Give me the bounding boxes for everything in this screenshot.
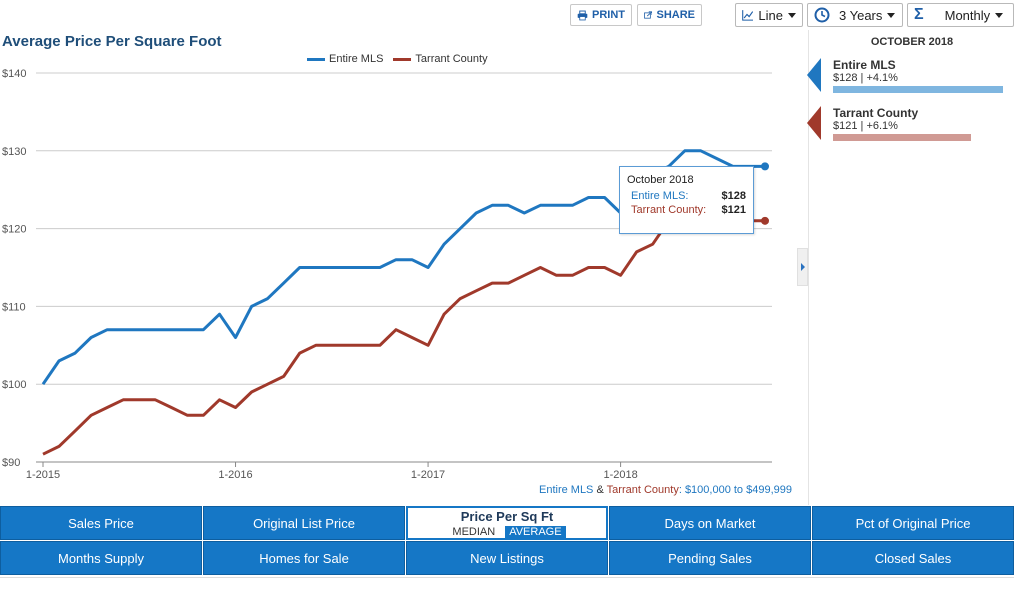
printer-icon — [577, 10, 588, 20]
page-divider — [0, 577, 1014, 578]
panel-toggle-button[interactable] — [797, 248, 808, 286]
series-end-point-tarrant — [761, 216, 769, 225]
share-label: SHARE — [656, 9, 695, 21]
interval-value: Monthly — [944, 7, 991, 23]
share-button[interactable]: SHARE — [637, 4, 702, 26]
chart-type-dropdown[interactable]: Line — [735, 3, 803, 27]
stat-tarrant-name: Tarrant County — [833, 106, 919, 120]
series-line-tarrant — [42, 211, 765, 456]
series-end-point-mls — [761, 162, 769, 171]
x-tick-label: 1-2018 — [603, 469, 637, 481]
chart-tooltip: October 2018 Entire MLS: $128 Tarrant Co… — [619, 166, 754, 234]
chevron-right-icon — [800, 263, 805, 271]
tooltip-row-tarrant: Tarrant County: $121 — [627, 204, 746, 216]
stat-tarrant-bar — [833, 134, 971, 141]
y-tick-label: $90 — [2, 457, 20, 469]
line-chart: $90 $100 $110 $120 $130 $140 1-2015 1-2016 1-201… — [2, 68, 772, 481]
x-tick-label: 1-2016 — [218, 469, 252, 481]
tab-homes-for-sale[interactable]: Homes for Sale — [203, 541, 405, 575]
print-label: PRINT — [592, 9, 625, 21]
tab-original-list-price[interactable]: Original List Price — [203, 506, 405, 540]
chevron-down-icon — [788, 12, 796, 18]
tooltip-mls-value: $128 — [721, 190, 746, 202]
mode-median[interactable]: MEDIAN — [452, 525, 496, 538]
tooltip-tarrant-label: Tarrant County: — [631, 204, 707, 216]
y-tick-label: $100 — [2, 379, 26, 391]
chart-title: Average Price Per Square Foot — [2, 33, 222, 50]
stat-tarrant[interactable]: Tarrant County $121 | +6.1% — [807, 106, 1007, 141]
tooltip-tarrant-value: $121 — [721, 204, 746, 216]
range-value: 3 Years — [839, 7, 883, 23]
flag-icon — [807, 58, 821, 92]
share-icon — [644, 11, 653, 19]
note-amp: & — [593, 484, 607, 496]
y-tick-label: $110 — [2, 301, 26, 313]
sigma-icon: Σ — [914, 6, 924, 23]
y-tick-label: $120 — [2, 224, 26, 236]
y-tick-label: $140 — [2, 68, 26, 80]
tooltip-title: October 2018 — [627, 174, 694, 186]
tab-pending-sales[interactable]: Pending Sales — [609, 541, 811, 575]
legend-swatch-mls — [307, 57, 325, 61]
chevron-down-icon — [995, 12, 1004, 18]
x-tick-label: 1-2015 — [26, 469, 60, 481]
range-dropdown[interactable]: 3 Years — [807, 3, 903, 27]
tab-new-listings[interactable]: New Listings — [406, 541, 608, 575]
tab-sales-price[interactable]: Sales Price — [0, 506, 202, 540]
clock-icon — [814, 7, 830, 23]
tooltip-row-mls: Entire MLS: $128 — [627, 190, 746, 202]
tab-price-per-sq-ft-label: Price Per Sq Ft — [460, 508, 554, 524]
summary-panel: OCTOBER 2018 Entire MLS $128 | +4.1% Tar… — [807, 30, 1024, 505]
interval-dropdown[interactable]: Σ Monthly — [907, 3, 1014, 27]
tab-days-on-market[interactable]: Days on Market — [609, 506, 811, 540]
stat-mls[interactable]: Entire MLS $128 | +4.1% — [807, 58, 1007, 93]
note-range: : $100,000 to $499,999 — [678, 484, 792, 496]
mode-toggle: MEDIAN AVERAGE — [448, 525, 566, 538]
price-range-note: Entire MLS & Tarrant County: $100,000 to… — [539, 484, 792, 496]
legend-item-mls[interactable]: Entire MLS — [307, 53, 383, 65]
chart-type-value: Line — [758, 7, 783, 23]
legend-label-mls: Entire MLS — [329, 53, 384, 65]
stat-mls-name: Entire MLS — [833, 58, 896, 72]
tab-closed-sales[interactable]: Closed Sales — [812, 541, 1014, 575]
tooltip-mls-label: Entire MLS: — [631, 190, 689, 202]
mode-average[interactable]: AVERAGE — [505, 525, 566, 538]
chart-legend: Entire MLS Tarrant County — [307, 53, 488, 65]
y-tick-label: $130 — [2, 146, 26, 158]
tab-price-per-sq-ft[interactable]: Price Per Sq Ft MEDIAN AVERAGE — [406, 506, 608, 540]
stat-mls-value: $128 | +4.1% — [833, 72, 898, 84]
x-tick-label: 1-2017 — [411, 469, 445, 481]
panel-date: OCTOBER 2018 — [870, 36, 954, 48]
metric-tabs: Sales Price Original List Price Price Pe… — [0, 506, 1014, 575]
stat-mls-bar — [833, 86, 1003, 93]
stat-tarrant-value: $121 | +6.1% — [833, 120, 898, 132]
line-chart-icon — [742, 9, 754, 21]
legend-item-tarrant[interactable]: Tarrant County — [393, 53, 488, 65]
tab-pct-of-original-price[interactable]: Pct of Original Price — [812, 506, 1014, 540]
print-button[interactable]: PRINT — [570, 4, 632, 26]
legend-swatch-tarrant — [393, 57, 412, 61]
tab-months-supply[interactable]: Months Supply — [0, 541, 202, 575]
flag-icon — [807, 106, 821, 140]
note-mls: Entire MLS — [538, 484, 594, 496]
note-tarrant: Tarrant County — [606, 484, 679, 496]
legend-label-tarrant: Tarrant County — [415, 53, 488, 65]
chevron-down-icon — [887, 12, 896, 18]
